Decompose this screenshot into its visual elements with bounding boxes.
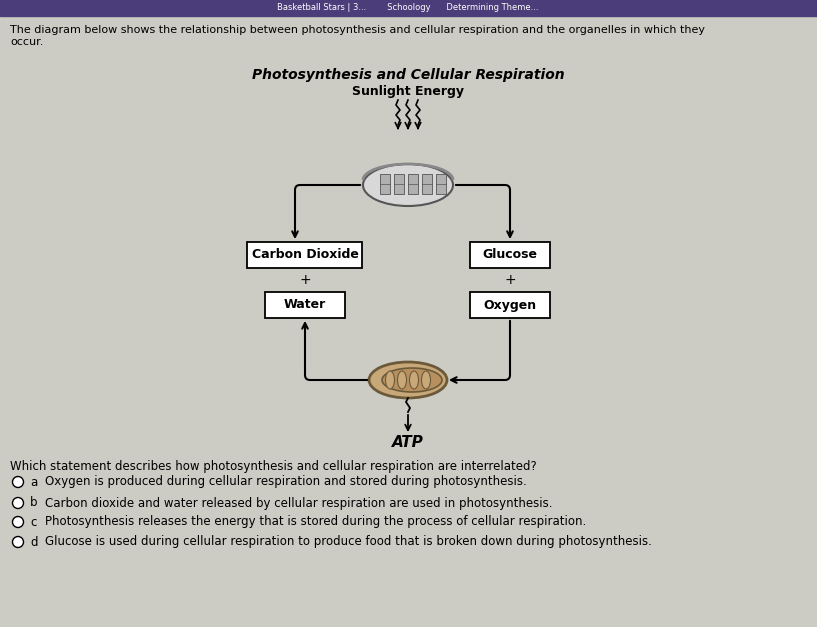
Bar xyxy=(422,174,432,194)
Bar xyxy=(0,0,817,16)
Text: The diagram below shows the relationship between photosynthesis and cellular res: The diagram below shows the relationship… xyxy=(10,25,705,46)
Text: +: + xyxy=(504,273,516,287)
Text: Carbon dioxide and water released by cellular respiration are used in photosynth: Carbon dioxide and water released by cel… xyxy=(45,497,552,510)
Text: Water: Water xyxy=(283,298,326,312)
Ellipse shape xyxy=(369,362,447,398)
FancyBboxPatch shape xyxy=(248,242,363,268)
Text: Basketball Stars | 3...        Schoology      Determining Theme...: Basketball Stars | 3... Schoology Determ… xyxy=(277,4,538,13)
Text: c: c xyxy=(30,515,37,529)
Ellipse shape xyxy=(386,371,395,389)
Circle shape xyxy=(12,537,24,547)
Text: Carbon Dioxide: Carbon Dioxide xyxy=(252,248,359,261)
Ellipse shape xyxy=(409,371,418,389)
Ellipse shape xyxy=(398,371,407,389)
Bar xyxy=(436,174,446,194)
FancyBboxPatch shape xyxy=(470,242,550,268)
Circle shape xyxy=(12,497,24,508)
Circle shape xyxy=(12,477,24,488)
Text: Glucose: Glucose xyxy=(483,248,538,261)
Text: Photosynthesis and Cellular Respiration: Photosynthesis and Cellular Respiration xyxy=(252,68,565,82)
Bar xyxy=(380,174,390,194)
Text: +: + xyxy=(299,273,310,287)
FancyBboxPatch shape xyxy=(470,292,550,318)
Text: Photosynthesis releases the energy that is stored during the process of cellular: Photosynthesis releases the energy that … xyxy=(45,515,587,529)
FancyBboxPatch shape xyxy=(265,292,345,318)
Text: b: b xyxy=(30,497,38,510)
Text: d: d xyxy=(30,535,38,549)
Bar xyxy=(408,174,418,194)
Bar xyxy=(394,174,404,194)
Ellipse shape xyxy=(382,368,442,392)
Text: Oxygen: Oxygen xyxy=(484,298,537,312)
Circle shape xyxy=(12,517,24,527)
Text: a: a xyxy=(30,475,38,488)
Text: Oxygen is produced during cellular respiration and stored during photosynthesis.: Oxygen is produced during cellular respi… xyxy=(45,475,527,488)
Ellipse shape xyxy=(422,371,431,389)
Text: Glucose is used during cellular respiration to produce food that is broken down : Glucose is used during cellular respirat… xyxy=(45,535,652,549)
Text: Sunlight Energy: Sunlight Energy xyxy=(352,85,464,98)
Text: Which statement describes how photosynthesis and cellular respiration are interr: Which statement describes how photosynth… xyxy=(10,460,537,473)
Ellipse shape xyxy=(363,164,453,206)
Text: ATP: ATP xyxy=(392,435,424,450)
